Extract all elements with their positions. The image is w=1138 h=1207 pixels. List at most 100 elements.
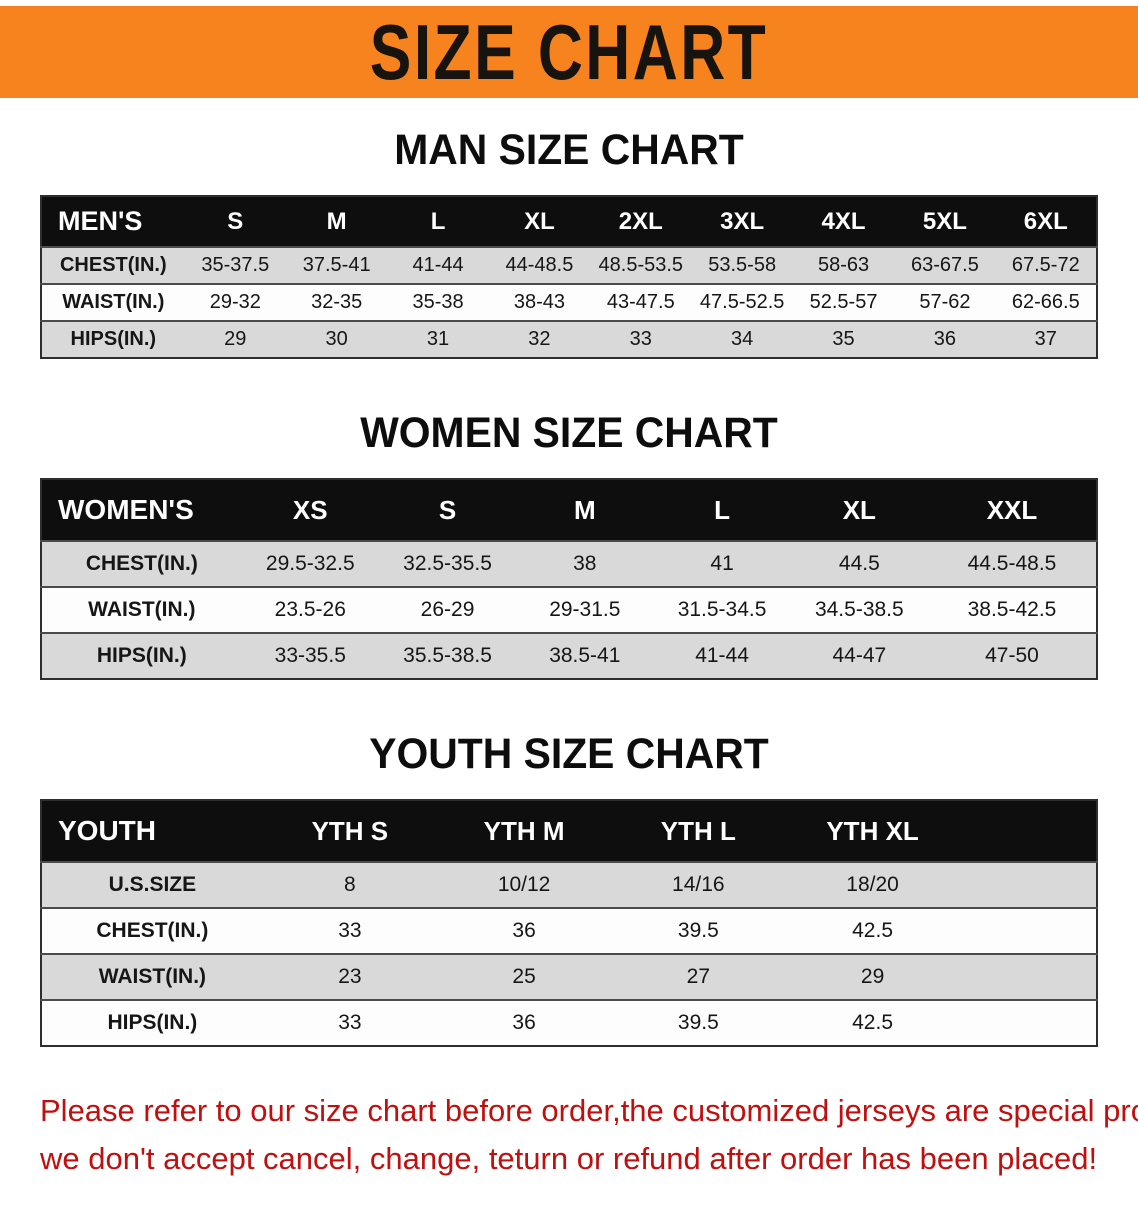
column-header: 5XL — [894, 196, 996, 247]
column-header: 2XL — [590, 196, 692, 247]
table-cell: 36 — [436, 999, 612, 1046]
table-cell: 33-35.5 — [241, 632, 379, 679]
table-cell: 35-38 — [387, 283, 489, 321]
table-cell: 67.5-72 — [995, 246, 1097, 284]
table-cell: 38-43 — [488, 283, 591, 321]
table-row: HIPS(IN.) 33-35.5 35.5-38.5 38.5-41 41-44 44-… — [41, 632, 1097, 679]
row-label: WAIST(IN.) — [41, 953, 263, 1000]
column-header: XXL — [927, 479, 1097, 541]
men-size-table: MEN'S S M L XL 2XL 3XL 4XL 5XL 6XL CHEST(IN.) 35-3… — [40, 195, 1098, 359]
table-cell: 38.5-41 — [516, 632, 654, 679]
table-cell: 47-50 — [927, 632, 1097, 679]
table-cell: 44-48.5 — [488, 246, 591, 284]
table-cell: 57-62 — [894, 283, 996, 321]
table-cell: 42.5 — [785, 907, 960, 954]
table-cell: 41-44 — [387, 246, 489, 284]
column-header: M — [285, 196, 388, 247]
table-cell: 32.5-35.5 — [378, 540, 517, 587]
table-row: CHEST(IN.) 35-37.5 37.5-41 41-44 44-48.5 48.5… — [41, 246, 1097, 284]
table-row: CHEST(IN.) 29.5-32.5 32.5-35.5 38 41 44.5 44.5… — [41, 540, 1097, 587]
column-header: 4XL — [792, 196, 895, 247]
column-header: S — [378, 479, 517, 541]
column-header: YTH M — [436, 800, 612, 862]
table-cell: 29.5-32.5 — [241, 540, 379, 587]
table-cell: 26-29 — [378, 586, 517, 633]
table-cell: 32-35 — [285, 283, 388, 321]
disclaimer-line-2: we don't accept cancel, change, teturn o… — [40, 1141, 1098, 1177]
table-cell: 33 — [590, 320, 692, 358]
table-cell: 63-67.5 — [894, 246, 996, 284]
row-label: HIPS(IN.) — [41, 632, 242, 679]
disclaimer-line-1: Please refer to our size chart before or… — [40, 1093, 1138, 1128]
table-header-row: YOUTH YTH S YTH M YTH L YTH XL — [41, 800, 1097, 862]
table-row: HIPS(IN.) 29 30 31 32 33 34 35 36 37 — [41, 320, 1097, 358]
table-cell: 36 — [894, 320, 996, 358]
page-title: SIZE CHART — [369, 7, 769, 96]
filler-cell — [959, 800, 1097, 862]
table-cell: 36 — [436, 907, 612, 954]
men-size-section: MAN SIZE CHART MEN'S S M L XL 2XL 3XL 4XL 5XL 6XL… — [0, 126, 1138, 359]
column-header: M — [516, 479, 654, 541]
table-cell: 32 — [488, 320, 591, 358]
table-cell: 35-37.5 — [184, 246, 286, 284]
table-cell: 8 — [262, 861, 437, 908]
table-cell: 33 — [262, 999, 437, 1046]
table-cell: 62-66.5 — [995, 283, 1097, 321]
table-cell: 48.5-53.5 — [590, 246, 692, 284]
column-header: XL — [488, 196, 591, 247]
column-header: YTH XL — [785, 800, 960, 862]
row-label: U.S.SIZE — [41, 861, 263, 908]
filler-cell — [959, 953, 1097, 1000]
table-cell: 23.5-26 — [241, 586, 379, 633]
youth-section-heading: YOUTH SIZE CHART — [369, 730, 769, 778]
filler-cell — [959, 907, 1097, 954]
table-row: WAIST(IN.) 29-32 32-35 35-38 38-43 43-47.5 47.… — [41, 283, 1097, 321]
table-row: CHEST(IN.) 33 36 39.5 42.5 — [41, 907, 1097, 954]
table-cell: 29 — [785, 953, 960, 1000]
table-title-cell: YOUTH — [41, 800, 263, 862]
column-header: XL — [790, 479, 928, 541]
size-chart-banner: SIZE CHART — [0, 6, 1138, 98]
row-label: HIPS(IN.) — [41, 999, 263, 1046]
youth-size-section: YOUTH SIZE CHART YOUTH YTH S YTH M YTH L YTH… — [0, 730, 1138, 1047]
column-header: L — [387, 196, 489, 247]
youth-size-table: YOUTH YTH S YTH M YTH L YTH XL U.S.SIZE 8 10/1… — [40, 799, 1098, 1047]
table-cell: 31 — [387, 320, 489, 358]
table-row: HIPS(IN.) 33 36 39.5 42.5 — [41, 999, 1097, 1046]
row-label: CHEST(IN.) — [41, 540, 242, 587]
row-label: WAIST(IN.) — [41, 283, 185, 321]
table-cell: 41 — [653, 540, 791, 587]
table-cell: 47.5-52.5 — [691, 283, 793, 321]
table-cell: 41-44 — [653, 632, 791, 679]
table-cell: 27 — [611, 953, 786, 1000]
table-cell: 53.5-58 — [691, 246, 793, 284]
table-title-cell: MEN'S — [41, 196, 185, 247]
table-cell: 42.5 — [785, 999, 960, 1046]
women-size-table: WOMEN'S XS S M L XL XXL CHEST(IN.) 29.5-32.5 32.… — [40, 478, 1098, 680]
row-label: HIPS(IN.) — [41, 320, 185, 358]
table-cell: 18/20 — [785, 861, 960, 908]
table-title-cell: WOMEN'S — [41, 479, 242, 541]
table-cell: 52.5-57 — [792, 283, 895, 321]
column-header: YTH L — [611, 800, 786, 862]
table-cell: 25 — [436, 953, 612, 1000]
table-cell: 34.5-38.5 — [790, 586, 928, 633]
row-label: WAIST(IN.) — [41, 586, 242, 633]
table-cell: 31.5-34.5 — [653, 586, 791, 633]
table-cell: 37.5-41 — [285, 246, 388, 284]
column-header: L — [653, 479, 791, 541]
table-cell: 39.5 — [611, 907, 786, 954]
table-cell: 23 — [262, 953, 437, 1000]
table-row: WAIST(IN.) 23.5-26 26-29 29-31.5 31.5-34.5 34… — [41, 586, 1097, 633]
column-header: 3XL — [691, 196, 793, 247]
table-cell: 29-32 — [184, 283, 286, 321]
row-label: CHEST(IN.) — [41, 907, 263, 954]
table-cell: 43-47.5 — [590, 283, 692, 321]
table-row: WAIST(IN.) 23 25 27 29 — [41, 953, 1097, 1000]
table-header-row: MEN'S S M L XL 2XL 3XL 4XL 5XL 6XL — [41, 196, 1097, 247]
table-cell: 38 — [516, 540, 654, 587]
row-label: CHEST(IN.) — [41, 246, 185, 284]
table-cell: 29 — [184, 320, 286, 358]
column-header: S — [184, 196, 286, 247]
